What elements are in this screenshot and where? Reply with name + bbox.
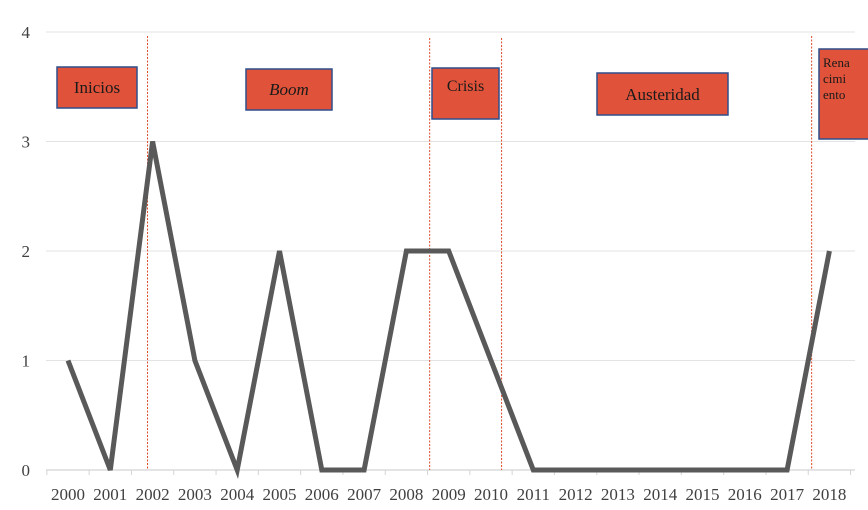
x-tick-label: 2002 <box>136 485 170 504</box>
y-tick-label: 2 <box>22 242 31 261</box>
y-tick-label: 4 <box>22 23 31 42</box>
x-tick-label: 2008 <box>389 485 423 504</box>
x-tick-label: 2007 <box>347 485 382 504</box>
x-tick-label: 2013 <box>601 485 635 504</box>
x-tick-label: 2009 <box>432 485 466 504</box>
x-tick-label: 2015 <box>686 485 720 504</box>
y-tick-label: 3 <box>22 133 31 152</box>
period-label-text: cimi <box>823 71 846 86</box>
y-tick-label: 1 <box>22 352 31 371</box>
x-axis-tick-labels: 2000 2001 2002 2003 2004 2005 2006 2007 2008 2009… <box>51 485 846 504</box>
y-tick-label: 0 <box>22 461 31 480</box>
period-label-text: Boom <box>269 80 309 99</box>
x-tick-label: 2006 <box>305 485 339 504</box>
x-tick-label: 2016 <box>728 485 762 504</box>
x-tick-label: 2000 <box>51 485 85 504</box>
x-tick-label: 2003 <box>178 485 212 504</box>
gridlines <box>46 31 855 361</box>
x-tick-label: 2004 <box>220 485 255 504</box>
period-label-box <box>596 72 729 116</box>
x-tick-label: 2005 <box>263 485 297 504</box>
period-label-box <box>56 66 138 109</box>
series-line <box>65 141 832 480</box>
x-tick-label: 2011 <box>517 485 550 504</box>
period-dividers <box>147 36 813 470</box>
x-tick-label: 2012 <box>559 485 593 504</box>
period-label-text: Inicios <box>74 78 120 97</box>
x-tick-label: 2010 <box>474 485 508 504</box>
x-tick-label: 2001 <box>93 485 127 504</box>
period-label-box <box>245 68 333 111</box>
period-label-text: Crisis <box>447 78 484 95</box>
period-label-text: ento <box>823 87 845 102</box>
period-label-text: Rena <box>823 55 850 70</box>
period-label-box <box>431 67 500 120</box>
period-label-text: Austeridad <box>625 85 700 104</box>
period-label-box <box>818 48 868 140</box>
data-series <box>65 141 832 480</box>
x-tick-label: 2014 <box>643 485 678 504</box>
x-tick-label: 2018 <box>812 485 846 504</box>
x-tick-label: 2017 <box>770 485 805 504</box>
y-axis-tick-labels: 0 1 2 3 4 <box>22 23 31 480</box>
